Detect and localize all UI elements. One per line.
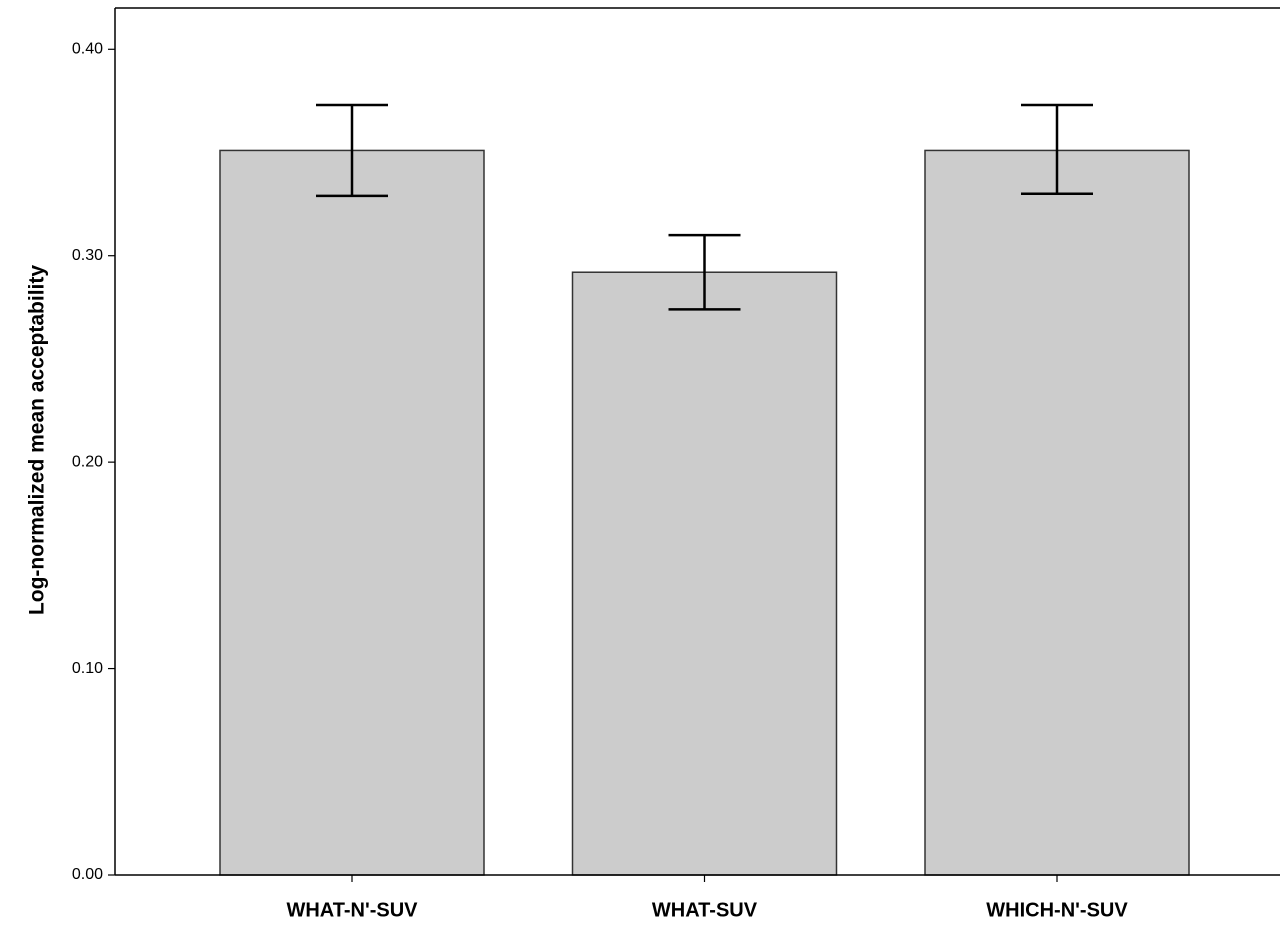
bar <box>924 149 1190 876</box>
bar <box>219 149 485 876</box>
y-tick-label: 0.20 <box>72 453 103 470</box>
bar <box>571 271 838 876</box>
x-tick-label: WHICH-N'-SUV <box>986 899 1128 921</box>
error-bar <box>316 103 388 198</box>
y-tick-label: 0.10 <box>72 660 103 677</box>
y-tick-label: 0.40 <box>72 41 103 58</box>
x-tick-label: WHAT-SUV <box>652 899 758 921</box>
y-tick-label: 0.30 <box>72 247 103 264</box>
y-tick-label: 0.00 <box>72 866 103 883</box>
y-axis-label: Log-normalized mean acceptability <box>26 265 49 615</box>
x-tick-label: WHAT-N'-SUV <box>286 899 418 921</box>
error-bar <box>1021 103 1093 196</box>
error-bar <box>668 233 741 311</box>
